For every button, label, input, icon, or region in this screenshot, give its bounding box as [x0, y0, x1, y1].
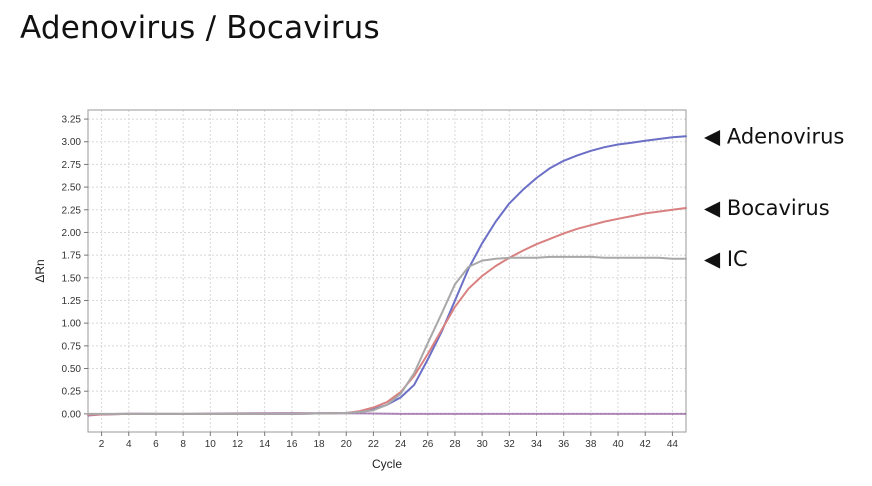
plot-background — [88, 110, 686, 432]
x-tick-label: 8 — [180, 439, 186, 450]
x-tick-label: 6 — [153, 439, 159, 450]
y-tick-label: 1.25 — [62, 296, 82, 307]
plot-area: 2 4 6 8 10 12 14 16 18 20 22 24 26 28 30 32 34 36 38 40 42 44… — [33, 109, 844, 471]
y-tick-label: 2.25 — [62, 205, 82, 216]
page-title: Adenovirus / Bocavirus — [20, 10, 380, 46]
x-tick-label: 44 — [667, 439, 679, 450]
plot-frame — [87, 109, 687, 433]
x-tick-label: 32 — [504, 439, 516, 450]
y-tick-label: 1.50 — [62, 273, 82, 284]
x-tick-label: 34 — [531, 439, 543, 450]
y-tick-label: 2.00 — [62, 228, 82, 239]
series-label-bocavirus: ◀ Bocavirus — [704, 196, 830, 220]
series-line-ic — [87, 255, 687, 415]
y-tick-label: 3.00 — [62, 137, 82, 148]
y-axis-title: ΔRn — [33, 259, 47, 282]
x-tick-label: 40 — [612, 439, 624, 450]
series-label-ic: ◀ IC — [704, 247, 748, 271]
x-tick-label: 30 — [477, 439, 489, 450]
y-tick-label: 0.00 — [62, 409, 82, 420]
x-tick-label: 28 — [449, 439, 461, 450]
x-tick-label: 22 — [368, 439, 380, 450]
x-tick-label: 4 — [126, 439, 132, 450]
x-tick-label: 16 — [286, 439, 298, 450]
x-tick-label: 12 — [232, 439, 244, 450]
y-tick-label: 0.50 — [62, 364, 82, 375]
x-axis-title: Cycle — [372, 457, 402, 471]
series-label-adenovirus: ◀ Adenovirus — [704, 124, 844, 148]
x-tick-label: 14 — [259, 439, 271, 450]
x-tick-label: 2 — [99, 439, 105, 450]
x-tick-label: 18 — [313, 439, 325, 450]
y-tick-label: 3.25 — [62, 115, 82, 126]
y-tick-label: 0.25 — [62, 387, 82, 398]
y-tick-label: 1.75 — [62, 251, 82, 262]
y-tick-label: 2.50 — [62, 183, 82, 194]
x-tick-label: 42 — [640, 439, 652, 450]
x-tick-label: 10 — [205, 439, 217, 450]
x-tick-label: 36 — [558, 439, 570, 450]
x-tick-label: 24 — [395, 439, 407, 450]
x-tick-label: 20 — [341, 439, 353, 450]
y-tick-label: 0.75 — [62, 341, 82, 352]
y-tick-label: 2.75 — [62, 160, 82, 171]
x-tick-label: 38 — [585, 439, 597, 450]
x-tick-label: 26 — [422, 439, 434, 450]
y-tick-label: 1.00 — [62, 319, 82, 330]
